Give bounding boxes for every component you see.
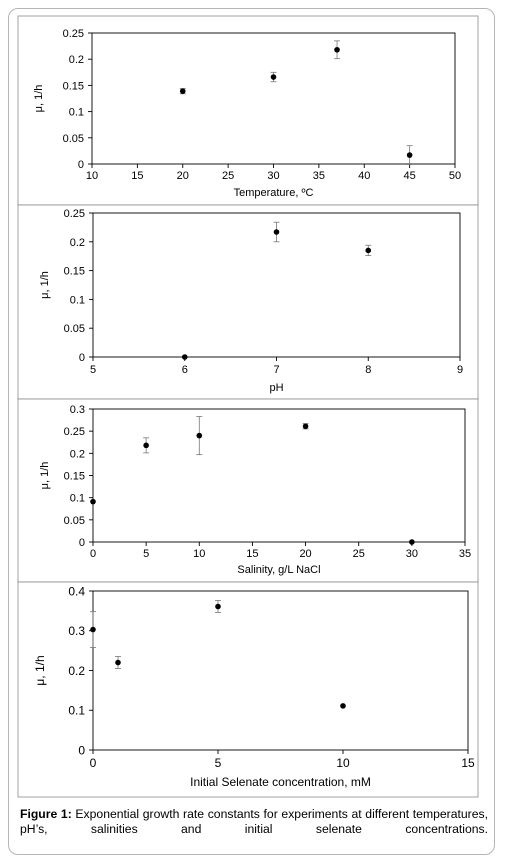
- y-tick-label: 0.3: [70, 404, 85, 416]
- data-point: [340, 703, 346, 709]
- data-point: [302, 423, 309, 430]
- x-tick-label: 50: [449, 170, 461, 182]
- chart-panel-border: [17, 581, 479, 798]
- x-axis-label: Temperature, ºC: [234, 187, 314, 199]
- y-tick-label: 0: [79, 537, 85, 549]
- y-axis-label: μ, 1/h: [33, 85, 45, 113]
- data-point: [409, 539, 415, 545]
- x-tick-label: 0: [90, 548, 96, 560]
- data-point: [215, 603, 221, 610]
- y-axis-label: μ, 1/h: [33, 655, 47, 685]
- y-tick-label: 0.2: [70, 448, 85, 460]
- x-tick-label: 6: [182, 364, 188, 376]
- data-point: [334, 46, 340, 53]
- y-tick-label: 0.15: [63, 80, 84, 92]
- data-point: [365, 247, 372, 254]
- data-point: [196, 432, 203, 439]
- y-tick-label: 0.1: [70, 493, 85, 505]
- y-tick-label: 0.05: [64, 323, 85, 335]
- y-tick-label: 0.1: [70, 294, 85, 306]
- chart-panel-border: [17, 15, 479, 206]
- data-point: [270, 74, 277, 80]
- y-tick-label: 0.25: [63, 28, 84, 40]
- data-point: [90, 626, 96, 633]
- data-point: [179, 88, 186, 94]
- caption-text: Exponential growth rate constants for ex…: [20, 807, 488, 836]
- data-point: [143, 442, 149, 449]
- y-axis-label: μ, 1/h: [39, 462, 51, 490]
- x-axis-label: pH: [269, 382, 283, 394]
- chart-panel-2: 5 6 7 8 9 0 0.05 0.1 0.15 0.2 0.25 pH μ, 1/h: [17, 204, 479, 400]
- x-tick-label: 35: [313, 170, 325, 182]
- x-tick-label: 45: [404, 170, 416, 182]
- chart-panel-1: 10 15 20 25 30 35 40 45 50 0 0.05 0.1 0.15 0.2 0.25 Tem…: [17, 15, 479, 206]
- x-tick-label: 5: [90, 364, 96, 376]
- x-tick-label: 5: [143, 548, 149, 560]
- x-axis-label: Initial Selenate concentration, mM: [190, 775, 371, 789]
- y-axis-label: μ, 1/h: [39, 271, 51, 299]
- chart-panel-border: [17, 204, 479, 400]
- chart-panel-4: 0 5 10 15 0 0.1 0.2 0.3 0.4 Initial Selenate conc…: [17, 581, 479, 798]
- caption-label: Figure 1:: [20, 807, 72, 821]
- x-tick-label: 25: [353, 548, 365, 560]
- x-tick-label: 10: [86, 170, 98, 182]
- x-tick-label: 40: [358, 170, 370, 182]
- x-tick-label: 9: [457, 364, 463, 376]
- x-tick-label: 20: [299, 548, 311, 560]
- x-tick-label: 0: [90, 756, 97, 770]
- y-tick-label: 0: [79, 352, 85, 364]
- y-tick-label: 0.1: [68, 704, 85, 718]
- y-tick-label: 0.25: [64, 208, 85, 220]
- y-tick-label: 0.05: [64, 515, 85, 527]
- figure-caption: Figure 1: Exponential growth rate consta…: [20, 807, 488, 837]
- x-tick-label: 30: [267, 170, 279, 182]
- chart-panel-border: [17, 398, 479, 583]
- y-tick-label: 0.15: [64, 470, 85, 482]
- x-tick-label: 10: [336, 756, 350, 770]
- data-point: [115, 659, 121, 666]
- x-tick-label: 10: [193, 548, 205, 560]
- y-tick-label: 0.2: [70, 237, 85, 249]
- y-tick-label: 0.4: [68, 584, 85, 598]
- chart-panel-3: 0 5 10 15 20 25 30 35 0 0.05 0.1 0.15 0.2 0.25 0.3 Sali…: [17, 398, 479, 583]
- x-tick-label: 8: [365, 364, 371, 376]
- x-tick-label: 20: [177, 170, 189, 182]
- y-tick-label: 0.15: [64, 266, 85, 278]
- data-point: [181, 354, 188, 360]
- x-tick-label: 7: [273, 364, 279, 376]
- data-point: [273, 229, 280, 235]
- x-axis-label: Salinity, g/L NaCl: [237, 564, 320, 576]
- x-tick-label: 15: [461, 756, 475, 770]
- x-tick-label: 30: [406, 548, 418, 560]
- y-tick-label: 0: [78, 743, 85, 757]
- y-tick-label: 0.1: [69, 107, 84, 119]
- x-tick-label: 15: [246, 548, 258, 560]
- y-tick-label: 0.2: [69, 54, 84, 66]
- data-point: [90, 498, 96, 505]
- y-tick-label: 0.2: [68, 664, 85, 678]
- x-tick-label: 35: [459, 548, 471, 560]
- x-tick-label: 5: [215, 756, 222, 770]
- x-tick-label: 25: [222, 170, 234, 182]
- y-tick-label: 0: [78, 159, 84, 171]
- y-tick-label: 0.25: [64, 426, 85, 438]
- y-tick-label: 0.05: [63, 133, 84, 145]
- data-point: [406, 152, 413, 158]
- x-tick-label: 15: [131, 170, 143, 182]
- y-tick-label: 0.3: [68, 624, 85, 638]
